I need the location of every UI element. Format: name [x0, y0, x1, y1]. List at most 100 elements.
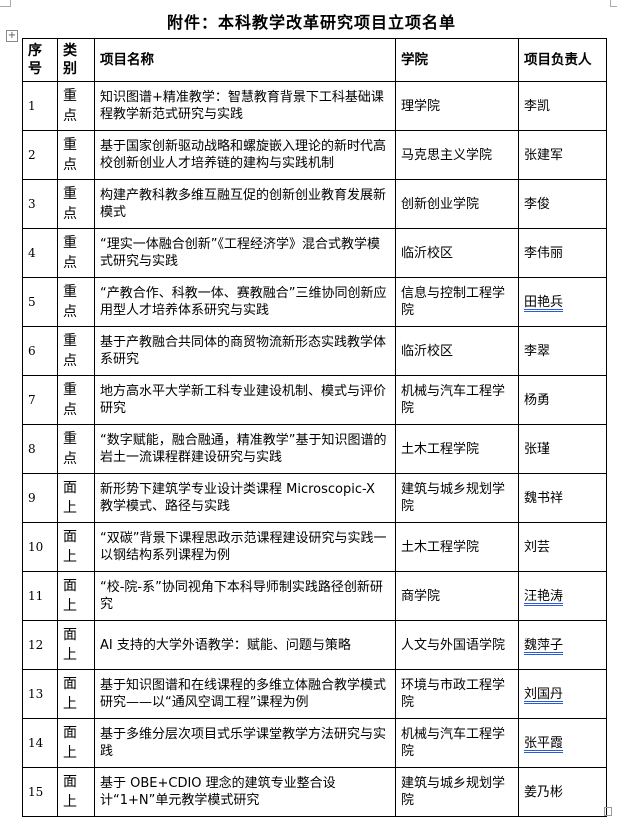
- row-college: 创新创业学院: [395, 179, 519, 229]
- row-category: 重点: [57, 130, 95, 180]
- row-category-text: 重点: [63, 88, 77, 124]
- row-project-name-text: 基于知识图谱和在线课程的多维立体融合教学模式研究——以“通风空调工程”课程为例: [100, 678, 387, 710]
- row-no-text: 14: [28, 735, 44, 750]
- row-college: 商学院: [395, 571, 519, 621]
- row-no-text: 2: [28, 147, 36, 162]
- row-category: 重点: [57, 424, 95, 474]
- row-category: 重点: [57, 228, 95, 278]
- table-resize-handle[interactable]: [604, 807, 612, 816]
- row-leader: 魏萍子: [518, 620, 607, 670]
- row-project-name-text: “产教合作、科教一体、赛教融合”三维协同创新应用型人才培养体系研究与实践: [100, 286, 387, 318]
- row-leader-text: 张瑾: [524, 441, 551, 457]
- row-category: 面上: [57, 620, 95, 670]
- row-college-text: 临沂校区: [401, 343, 454, 359]
- table-row: 1 重点 知识图谱+精准教学：智慧教育背景下工科基础课程教学新范式研究与实践 理学院 李…: [22, 81, 607, 131]
- row-category: 面上: [57, 522, 95, 572]
- row-college: 理学院: [395, 81, 519, 131]
- row-college: 人文与外国语学院: [395, 620, 519, 670]
- row-project-name: 知识图谱+精准教学：智慧教育背景下工科基础课程教学新范式研究与实践: [94, 81, 396, 131]
- row-leader-text: 李俊: [524, 196, 551, 212]
- row-college-text: 人文与外国语学院: [401, 637, 506, 653]
- row-no-text: 1: [28, 98, 36, 113]
- row-category-text: 面上: [63, 578, 77, 614]
- header-name: 项目名称: [94, 38, 396, 82]
- row-project-name: “双碳”背景下课程思政示范课程建设研究与实践一以钢结构系列课程为例: [94, 522, 396, 572]
- row-project-name: 基于 OBE+CDIO 理念的建筑专业整合设计“1+N”单元教学模式研究: [94, 767, 396, 817]
- row-project-name-text: “校-院-系”协同视角下本科导师制实践路径创新研究: [100, 580, 383, 612]
- row-category-text: 面上: [63, 676, 77, 712]
- row-leader: 李伟丽: [518, 228, 607, 278]
- row-leader: 李凯: [518, 81, 607, 131]
- row-project-name: 地方高水平大学新工科专业建设机制、模式与评价研究: [94, 375, 396, 425]
- row-no-text: 9: [28, 490, 36, 505]
- row-no-text: 5: [28, 294, 36, 309]
- row-leader: 刘芸: [518, 522, 607, 572]
- row-project-name: 构建产教科教多维互融互促的创新创业教育发展新模式: [94, 179, 396, 229]
- row-project-name: AI 支持的大学外语教学：赋能、问题与策略: [94, 620, 396, 670]
- row-college: 建筑与城乡规划学院: [395, 473, 519, 523]
- row-leader-text: 姜乃彬: [524, 784, 564, 800]
- row-leader-text: 李伟丽: [524, 245, 564, 261]
- row-no: 14: [22, 718, 58, 768]
- row-project-name: “校-院-系”协同视角下本科导师制实践路径创新研究: [94, 571, 396, 621]
- row-project-name: “产教合作、科教一体、赛教融合”三维协同创新应用型人才培养体系研究与实践: [94, 277, 396, 327]
- row-leader-text: 刘国丹: [524, 686, 564, 702]
- row-leader-text: 杨勇: [524, 392, 551, 408]
- row-leader: 田艳兵: [518, 277, 607, 327]
- row-leader: 杨勇: [518, 375, 607, 425]
- row-college: 建筑与城乡规划学院: [395, 767, 519, 817]
- row-category: 重点: [57, 277, 95, 327]
- row-category-text: 重点: [63, 382, 77, 418]
- row-college-text: 机械与汽车工程学院: [401, 727, 506, 759]
- row-no-text: 13: [28, 686, 44, 701]
- table-row: 6 重点 基于产教融合共同体的商贸物流新形态实践教学体系研究 临沂校区 李翠: [22, 326, 607, 376]
- row-no: 5: [22, 277, 58, 327]
- row-college: 临沂校区: [395, 326, 519, 376]
- row-project-name: 新形势下建筑学专业设计类课程 Microscopic-X 教学模式、路径与实践: [94, 473, 396, 523]
- document-title: 附件：本科教学改革研究项目立项名单: [166, 13, 456, 32]
- row-no-text: 10: [28, 539, 44, 554]
- row-no: 13: [22, 669, 58, 719]
- row-no-text: 3: [28, 196, 36, 211]
- row-category-text: 重点: [63, 137, 77, 173]
- row-college-text: 理学院: [401, 98, 441, 114]
- row-no: 6: [22, 326, 58, 376]
- table-row: 2 重点 基于国家创新驱动战略和螺旋嵌入理论的新时代高校创新创业人才培养链的建构与实…: [22, 130, 607, 180]
- row-project-name-text: “双碳”背景下课程思政示范课程建设研究与实践一以钢结构系列课程为例: [100, 531, 387, 563]
- row-project-name: “理实一体融合创新”《工程经济学》混合式教学模式研究与实践: [94, 228, 396, 278]
- row-project-name-text: “数字赋能，融合融通，精准教学”基于知识图谱的岩土一流课程群建设研究与实践: [100, 433, 387, 465]
- row-college: 土木工程学院: [395, 424, 519, 474]
- table-move-handle-icon[interactable]: +: [6, 30, 18, 42]
- row-category: 面上: [57, 669, 95, 719]
- table-row: 9 面上 新形势下建筑学专业设计类课程 Microscopic-X 教学模式、路径与…: [22, 473, 607, 523]
- table-row: 4 重点 “理实一体融合创新”《工程经济学》混合式教学模式研究与实践 临沂校区 李伟丽: [22, 228, 607, 278]
- row-category: 重点: [57, 326, 95, 376]
- table-row: 10 面上 “双碳”背景下课程思政示范课程建设研究与实践一以钢结构系列课程为例 土木工…: [22, 522, 607, 572]
- row-no: 15: [22, 767, 58, 817]
- row-no-text: 4: [28, 245, 36, 260]
- row-leader-text: 魏书祥: [524, 490, 564, 506]
- row-leader-text: 李凯: [524, 98, 551, 114]
- row-leader-text: 张建军: [524, 147, 564, 163]
- header-leader: 项目负责人: [518, 38, 607, 82]
- row-leader: 汪艳涛: [518, 571, 607, 621]
- row-category-text: 重点: [63, 431, 77, 467]
- row-no: 3: [22, 179, 58, 229]
- row-no: 11: [22, 571, 58, 621]
- table-row: 3 重点 构建产教科教多维互融互促的创新创业教育发展新模式 创新创业学院 李俊: [22, 179, 607, 229]
- row-no: 10: [22, 522, 58, 572]
- row-college-text: 建筑与城乡规划学院: [401, 482, 506, 514]
- row-project-name: 基于产教融合共同体的商贸物流新形态实践教学体系研究: [94, 326, 396, 376]
- row-category-text: 面上: [63, 529, 77, 565]
- row-project-name: 基于多维分层次项目式乐学课堂教学方法研究与实践: [94, 718, 396, 768]
- row-no-text: 7: [28, 392, 36, 407]
- table-row: 11 面上 “校-院-系”协同视角下本科导师制实践路径创新研究 商学院 汪艳涛: [22, 571, 607, 621]
- row-college-text: 土木工程学院: [401, 539, 480, 555]
- table-row: 13 面上 基于知识图谱和在线课程的多维立体融合教学模式研究——以“通风空调工程”课…: [22, 669, 607, 719]
- row-no: 7: [22, 375, 58, 425]
- row-project-name-text: 基于多维分层次项目式乐学课堂教学方法研究与实践: [100, 727, 387, 759]
- row-leader: 刘国丹: [518, 669, 607, 719]
- row-category-text: 重点: [63, 186, 77, 222]
- row-project-name: 基于知识图谱和在线课程的多维立体融合教学模式研究——以“通风空调工程”课程为例: [94, 669, 396, 719]
- row-college-text: 建筑与城乡规划学院: [401, 776, 506, 808]
